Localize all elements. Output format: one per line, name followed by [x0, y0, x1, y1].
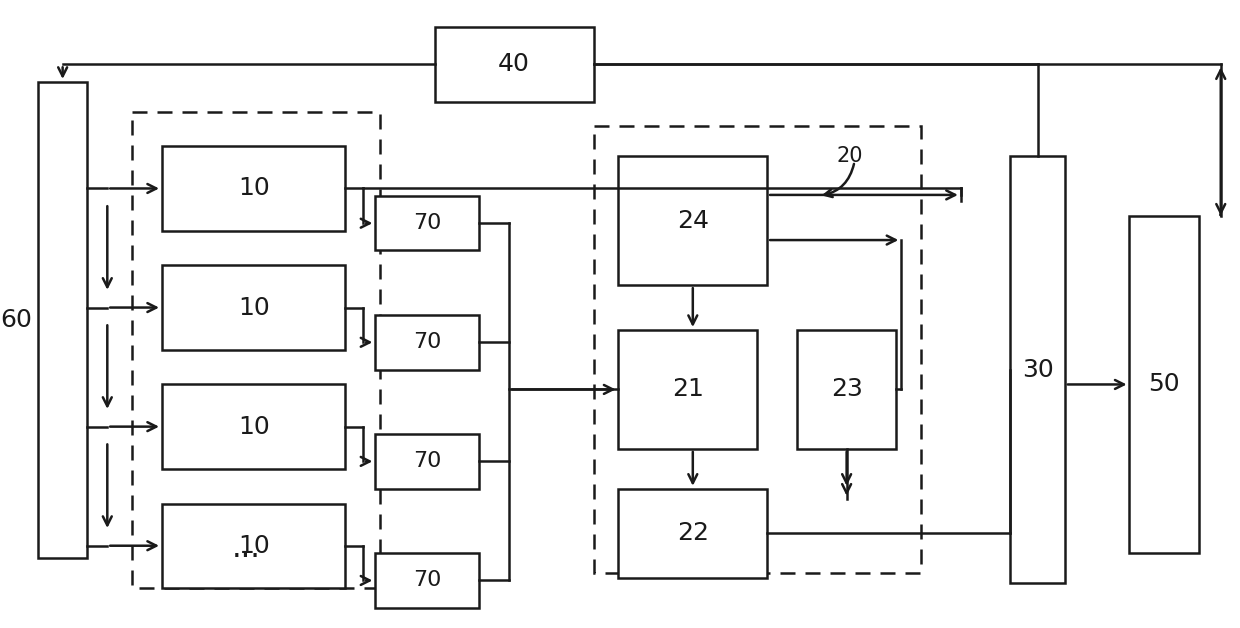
- Bar: [619, 156, 768, 285]
- Bar: [1130, 216, 1199, 553]
- Text: 40: 40: [498, 52, 531, 77]
- Bar: [162, 266, 346, 350]
- Bar: [376, 196, 480, 251]
- Text: 10: 10: [238, 534, 269, 558]
- Text: 70: 70: [413, 570, 441, 590]
- Text: 23: 23: [831, 377, 863, 401]
- Bar: [162, 146, 346, 230]
- Bar: [376, 315, 480, 369]
- Text: 22: 22: [677, 521, 709, 545]
- Text: 10: 10: [238, 176, 269, 200]
- Bar: [619, 489, 768, 578]
- Text: 50: 50: [1148, 372, 1180, 396]
- Bar: [38, 82, 88, 558]
- Bar: [376, 434, 480, 489]
- Text: 70: 70: [413, 332, 441, 352]
- Bar: [162, 384, 346, 469]
- Bar: [619, 330, 758, 449]
- Text: 10: 10: [238, 296, 269, 320]
- Bar: [594, 126, 921, 573]
- Bar: [797, 330, 897, 449]
- Bar: [376, 553, 480, 608]
- Text: 60: 60: [0, 308, 32, 332]
- Bar: [162, 504, 346, 588]
- Text: 30: 30: [1022, 357, 1054, 382]
- Text: 21: 21: [672, 377, 704, 401]
- Text: 70: 70: [413, 213, 441, 233]
- Text: 70: 70: [413, 452, 441, 472]
- Bar: [133, 112, 381, 588]
- Text: 24: 24: [677, 208, 709, 233]
- Text: ...: ...: [232, 534, 260, 563]
- Text: 10: 10: [238, 414, 269, 438]
- Bar: [435, 27, 594, 102]
- Text: 20: 20: [837, 146, 863, 166]
- Bar: [1011, 156, 1065, 583]
